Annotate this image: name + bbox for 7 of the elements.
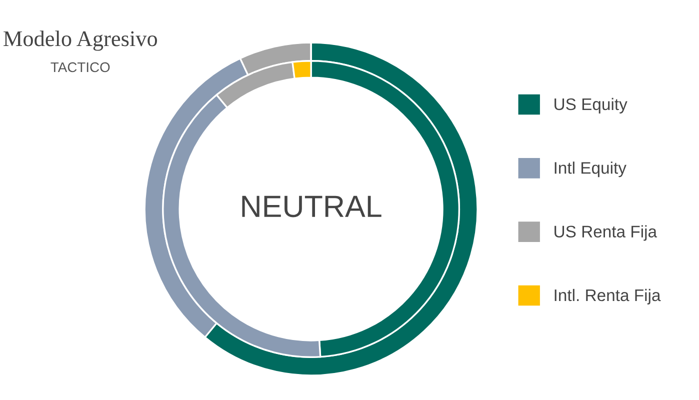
legend-label: US Equity: [554, 98, 628, 114]
text: TACTICO: [50, 62, 110, 72]
text: NEUTRAL: [242, 196, 382, 218]
legend-label: Intl. Renta Fija: [554, 288, 661, 304]
chart-title: Modelo Agresivo: [4, 30, 157, 51]
legend-label: Intl Equity: [554, 162, 626, 178]
legend-label: US Renta Fija: [554, 225, 658, 241]
